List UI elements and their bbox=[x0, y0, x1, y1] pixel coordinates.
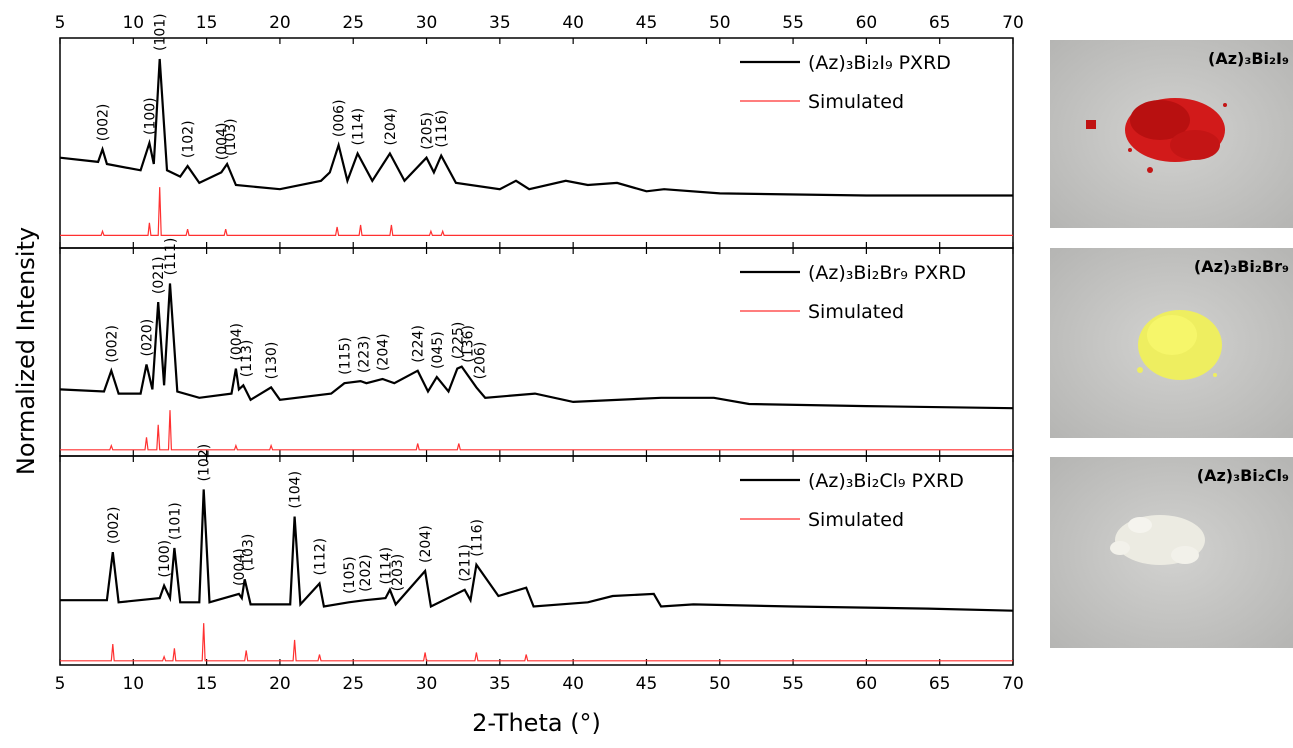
peak-label: (113) bbox=[239, 340, 255, 378]
y-axis-label: Normalized Intensity bbox=[12, 227, 40, 475]
x-tick-label: 5 bbox=[55, 674, 66, 694]
legend-label: Simulated bbox=[808, 91, 904, 113]
peak-label: (223) bbox=[356, 335, 372, 373]
peak-label: (103) bbox=[223, 118, 239, 156]
x-tick-label: 15 bbox=[196, 13, 218, 33]
legend-label: (Az)₃Bi₂Br₉ PXRD bbox=[808, 262, 966, 284]
peak-label: (205) bbox=[420, 112, 436, 150]
x-tick-label: 30 bbox=[416, 674, 438, 694]
peak-label: (130) bbox=[264, 342, 280, 380]
peak-label: (002) bbox=[104, 325, 120, 363]
photo-label: (Az)₃Bi₂Br₉ bbox=[1194, 257, 1289, 276]
data-line bbox=[59, 283, 1014, 410]
peak-label: (002) bbox=[96, 104, 112, 142]
x-tick-label: 25 bbox=[342, 13, 364, 33]
peak-label: (204) bbox=[376, 333, 392, 371]
x-tick-label: 60 bbox=[856, 13, 878, 33]
peak-label: (204) bbox=[383, 108, 399, 146]
x-tick-label: 55 bbox=[782, 13, 804, 33]
peak-label: (101) bbox=[167, 502, 183, 540]
x-tick-label: 25 bbox=[342, 674, 364, 694]
x-tick-label: 20 bbox=[269, 13, 291, 33]
x-tick-label: 45 bbox=[636, 674, 658, 694]
peak-label: (104) bbox=[288, 471, 304, 509]
peak-label: (004) bbox=[232, 548, 248, 586]
peak-label: (204) bbox=[418, 525, 434, 563]
peak-label: (116) bbox=[434, 110, 450, 148]
x-tick-label: 50 bbox=[709, 13, 731, 33]
photo-label: (Az)₃Bi₂I₉ bbox=[1208, 49, 1289, 68]
peak-label: (115) bbox=[337, 337, 353, 375]
x-tick-label: 45 bbox=[636, 13, 658, 33]
peak-label: (211) bbox=[458, 544, 474, 582]
peak-label: (102) bbox=[197, 444, 213, 482]
legend-label: (Az)₃Bi₂I₉ PXRD bbox=[808, 52, 951, 74]
peak-label: (004) bbox=[229, 323, 245, 361]
photo-2 bbox=[1050, 248, 1293, 438]
x-tick-label: 15 bbox=[196, 674, 218, 694]
x-tick-label: 40 bbox=[562, 674, 584, 694]
x-tick-label: 10 bbox=[122, 13, 144, 33]
x-tick-label: 10 bbox=[122, 674, 144, 694]
peak-label: (206) bbox=[472, 342, 488, 380]
peak-label: (100) bbox=[157, 540, 173, 578]
x-axis-label: 2-Theta (°) bbox=[472, 709, 601, 737]
x-tick-label: 70 bbox=[1002, 13, 1024, 33]
peak-label: (103) bbox=[241, 534, 257, 572]
x-tick-label: 5 bbox=[55, 13, 66, 33]
x-tick-label: 65 bbox=[929, 674, 951, 694]
data-line bbox=[60, 187, 1013, 236]
legend-label: Simulated bbox=[808, 301, 904, 323]
peak-label: (225) bbox=[450, 322, 466, 360]
photo-label: (Az)₃Bi₂Cl₉ bbox=[1197, 466, 1289, 485]
x-tick-label: 55 bbox=[782, 674, 804, 694]
x-tick-label: 60 bbox=[856, 674, 878, 694]
peak-label: (224) bbox=[411, 325, 427, 363]
peak-label: (112) bbox=[313, 538, 329, 576]
plot-frame bbox=[59, 455, 1014, 666]
x-tick-label: 35 bbox=[489, 13, 511, 33]
peak-label: (102) bbox=[181, 120, 197, 158]
peak-label: (006) bbox=[332, 99, 348, 137]
peak-label: (202) bbox=[358, 554, 374, 592]
peak-label: (020) bbox=[140, 319, 156, 357]
x-tick-label: 40 bbox=[562, 13, 584, 33]
x-tick-label: 30 bbox=[416, 13, 438, 33]
peak-label: (004) bbox=[214, 123, 230, 161]
peak-label: (203) bbox=[390, 554, 406, 592]
x-tick-label: 65 bbox=[929, 13, 951, 33]
peak-label: (105) bbox=[342, 556, 358, 594]
x-tick-label: 70 bbox=[1002, 674, 1024, 694]
peak-label: (002) bbox=[106, 506, 122, 544]
photo-1 bbox=[1050, 40, 1293, 228]
peak-label: (116) bbox=[469, 519, 485, 557]
data-line bbox=[60, 410, 1013, 451]
photo-3 bbox=[1050, 457, 1293, 648]
legend-label: (Az)₃Bi₂Cl₉ PXRD bbox=[808, 470, 964, 492]
peak-label: (136) bbox=[461, 325, 477, 363]
x-tick-label: 20 bbox=[269, 674, 291, 694]
legend-label: Simulated bbox=[808, 509, 904, 531]
peak-label: (100) bbox=[142, 97, 158, 135]
peak-label: (114) bbox=[378, 547, 394, 585]
peak-label: (111) bbox=[163, 238, 179, 276]
data-line bbox=[60, 623, 1013, 662]
data-line bbox=[60, 489, 1014, 612]
x-tick-label: 35 bbox=[489, 674, 511, 694]
peak-label: (101) bbox=[153, 13, 169, 51]
x-tick-label: 50 bbox=[709, 674, 731, 694]
peak-label: (021) bbox=[151, 256, 167, 294]
peak-label: (114) bbox=[351, 108, 367, 146]
data-line bbox=[59, 58, 1013, 197]
peak-label: (045) bbox=[430, 331, 446, 369]
